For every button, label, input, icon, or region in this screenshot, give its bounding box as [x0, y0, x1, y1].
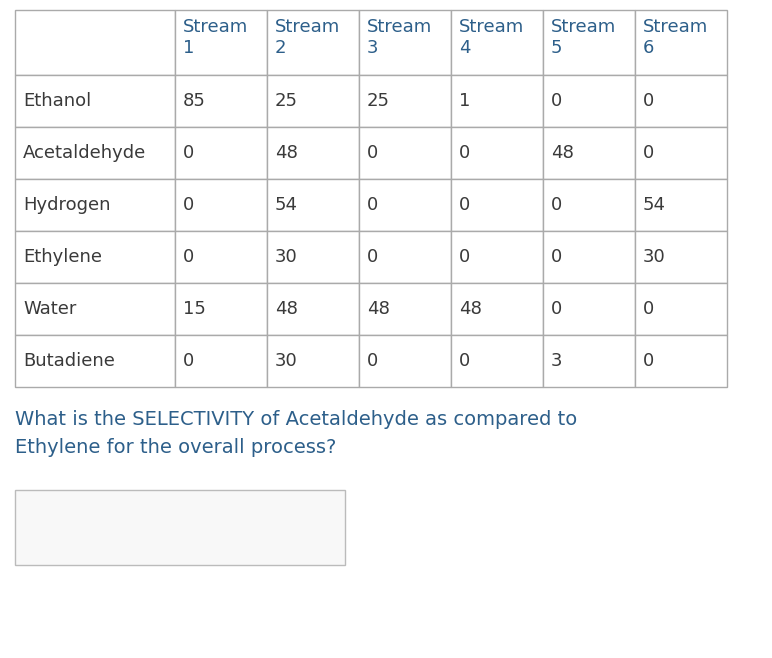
Bar	[543, 10, 635, 75]
Bar	[635, 75, 727, 127]
Text: 54: 54	[643, 196, 666, 214]
Bar	[543, 283, 635, 335]
Text: 25: 25	[367, 92, 390, 110]
Text: 0: 0	[459, 248, 470, 266]
Text: Stream
2: Stream 2	[275, 18, 340, 57]
Bar	[175, 283, 267, 335]
Bar	[15, 179, 175, 231]
Bar	[359, 283, 451, 335]
Text: Stream
1: Stream 1	[183, 18, 249, 57]
Bar	[543, 231, 635, 283]
Text: 0: 0	[459, 196, 470, 214]
Text: 0: 0	[183, 352, 195, 370]
Bar	[175, 127, 267, 179]
Bar	[451, 127, 543, 179]
Bar	[635, 10, 727, 75]
Text: 0: 0	[367, 248, 378, 266]
Text: Hydrogen: Hydrogen	[23, 196, 110, 214]
Text: Water: Water	[23, 300, 76, 318]
Bar	[267, 283, 359, 335]
Text: 30: 30	[275, 352, 298, 370]
Text: 0: 0	[551, 248, 562, 266]
Bar	[635, 231, 727, 283]
Text: 3: 3	[551, 352, 563, 370]
Bar	[635, 127, 727, 179]
Bar	[359, 179, 451, 231]
Bar	[15, 127, 175, 179]
Text: 25: 25	[275, 92, 298, 110]
Bar	[15, 490, 345, 565]
Bar	[543, 127, 635, 179]
Bar	[175, 179, 267, 231]
Bar	[359, 335, 451, 387]
Bar	[175, 335, 267, 387]
Text: 48: 48	[367, 300, 390, 318]
Bar	[267, 75, 359, 127]
Bar	[451, 179, 543, 231]
Text: 0: 0	[551, 300, 562, 318]
Bar	[359, 231, 451, 283]
Bar	[635, 283, 727, 335]
Bar	[359, 10, 451, 75]
Text: Stream
6: Stream 6	[643, 18, 708, 57]
Text: 0: 0	[551, 196, 562, 214]
Text: Acetaldehyde: Acetaldehyde	[23, 144, 146, 162]
Bar	[543, 335, 635, 387]
Text: 0: 0	[367, 144, 378, 162]
Bar	[635, 335, 727, 387]
Text: Stream
4: Stream 4	[459, 18, 524, 57]
Text: 0: 0	[183, 144, 195, 162]
Text: Ethylene: Ethylene	[23, 248, 102, 266]
Bar	[543, 75, 635, 127]
Text: 48: 48	[275, 300, 298, 318]
Bar	[635, 179, 727, 231]
Text: 54: 54	[275, 196, 298, 214]
Bar	[15, 231, 175, 283]
Bar	[267, 335, 359, 387]
Bar	[359, 75, 451, 127]
Text: 48: 48	[459, 300, 482, 318]
Bar	[451, 283, 543, 335]
Text: 0: 0	[643, 352, 654, 370]
Bar	[451, 231, 543, 283]
Bar	[451, 10, 543, 75]
Text: 0: 0	[183, 196, 195, 214]
Text: 15: 15	[183, 300, 206, 318]
Bar	[267, 179, 359, 231]
Text: 0: 0	[367, 352, 378, 370]
Text: Butadiene: Butadiene	[23, 352, 115, 370]
Text: 48: 48	[551, 144, 574, 162]
Text: 48: 48	[275, 144, 298, 162]
Text: 0: 0	[459, 144, 470, 162]
Text: 0: 0	[183, 248, 195, 266]
Text: 30: 30	[643, 248, 665, 266]
Bar	[543, 179, 635, 231]
Text: 0: 0	[367, 196, 378, 214]
Text: Stream
3: Stream 3	[367, 18, 432, 57]
Text: 0: 0	[459, 352, 470, 370]
Bar	[15, 335, 175, 387]
Text: 0: 0	[643, 92, 654, 110]
Text: 0: 0	[643, 300, 654, 318]
Text: 30: 30	[275, 248, 298, 266]
Bar	[267, 127, 359, 179]
Text: What is the SELECTIVITY of Acetaldehyde as compared to
Ethylene for the overall : What is the SELECTIVITY of Acetaldehyde …	[15, 410, 577, 457]
Bar	[267, 10, 359, 75]
Text: 0: 0	[643, 144, 654, 162]
Bar	[359, 127, 451, 179]
Bar	[451, 335, 543, 387]
Bar	[15, 283, 175, 335]
Bar	[175, 10, 267, 75]
Text: 85: 85	[183, 92, 206, 110]
Bar	[15, 10, 175, 75]
Text: Stream
5: Stream 5	[551, 18, 616, 57]
Text: 0: 0	[551, 92, 562, 110]
Bar	[175, 75, 267, 127]
Text: 1: 1	[459, 92, 470, 110]
Bar	[175, 231, 267, 283]
Bar	[451, 75, 543, 127]
Text: Ethanol: Ethanol	[23, 92, 91, 110]
Bar	[267, 231, 359, 283]
Bar	[15, 75, 175, 127]
